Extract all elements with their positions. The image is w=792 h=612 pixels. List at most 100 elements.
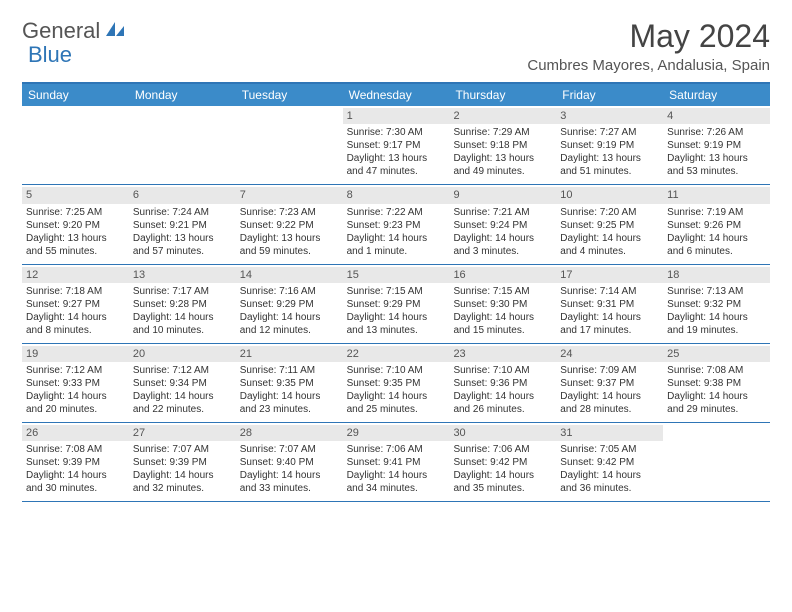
day-header: Saturday (663, 84, 770, 106)
sunset-line: Sunset: 9:21 PM (133, 219, 232, 232)
sunrise-line: Sunrise: 7:08 AM (26, 443, 125, 456)
daylight-line: Daylight: 14 hours and 36 minutes. (560, 469, 659, 495)
daylight-line: Daylight: 14 hours and 25 minutes. (347, 390, 446, 416)
sunset-line: Sunset: 9:30 PM (453, 298, 552, 311)
sunrise-line: Sunrise: 7:12 AM (26, 364, 125, 377)
day-cell: 19Sunrise: 7:12 AMSunset: 9:33 PMDayligh… (22, 344, 129, 422)
day-cell: 9Sunrise: 7:21 AMSunset: 9:24 PMDaylight… (449, 185, 556, 263)
sunset-line: Sunset: 9:35 PM (347, 377, 446, 390)
daylight-line: Daylight: 14 hours and 22 minutes. (133, 390, 232, 416)
day-number: 20 (129, 346, 236, 362)
sunset-line: Sunset: 9:31 PM (560, 298, 659, 311)
sail-icon (104, 18, 126, 44)
day-cell: 29Sunrise: 7:06 AMSunset: 9:41 PMDayligh… (343, 423, 450, 501)
sunrise-line: Sunrise: 7:08 AM (667, 364, 766, 377)
day-number: 15 (343, 267, 450, 283)
logo-text-general: General (22, 18, 100, 44)
daylight-line: Daylight: 14 hours and 10 minutes. (133, 311, 232, 337)
day-cell (663, 423, 770, 501)
sunset-line: Sunset: 9:40 PM (240, 456, 339, 469)
logo: General (22, 18, 128, 44)
sunrise-line: Sunrise: 7:29 AM (453, 126, 552, 139)
month-title: May 2024 (527, 18, 770, 55)
day-cell: 5Sunrise: 7:25 AMSunset: 9:20 PMDaylight… (22, 185, 129, 263)
sunset-line: Sunset: 9:27 PM (26, 298, 125, 311)
sunset-line: Sunset: 9:24 PM (453, 219, 552, 232)
day-number: 5 (22, 187, 129, 203)
sunrise-line: Sunrise: 7:09 AM (560, 364, 659, 377)
location-text: Cumbres Mayores, Andalusia, Spain (527, 57, 770, 74)
sunrise-line: Sunrise: 7:14 AM (560, 285, 659, 298)
sunrise-line: Sunrise: 7:06 AM (453, 443, 552, 456)
day-number: 24 (556, 346, 663, 362)
day-cell: 17 Sunrise: 7:14 AMSunset: 9:31 PMDayligh… (556, 265, 663, 343)
sunrise-line: Sunrise: 7:30 AM (347, 126, 446, 139)
daylight-line: Daylight: 14 hours and 29 minutes. (667, 390, 766, 416)
day-number: 7 (236, 187, 343, 203)
day-cell: 18Sunrise: 7:13 AMSunset: 9:32 PMDayligh… (663, 265, 770, 343)
sunrise-line: Sunrise: 7:24 AM (133, 206, 232, 219)
daylight-line: Daylight: 14 hours and 35 minutes. (453, 469, 552, 495)
sunset-line: Sunset: 9:37 PM (560, 377, 659, 390)
sunset-line: Sunset: 9:25 PM (560, 219, 659, 232)
daylight-line: Daylight: 14 hours and 28 minutes. (560, 390, 659, 416)
daylight-line: Daylight: 13 hours and 47 minutes. (347, 152, 446, 178)
daylight-line: Daylight: 14 hours and 6 minutes. (667, 232, 766, 258)
sunset-line: Sunset: 9:29 PM (347, 298, 446, 311)
day-cell: 24 Sunrise: 7:09 AMSunset: 9:37 PMDayligh… (556, 344, 663, 422)
sunrise-line: Sunrise: 7:16 AM (240, 285, 339, 298)
logo-text-blue: Blue (28, 42, 72, 68)
daylight-line: Daylight: 13 hours and 59 minutes. (240, 232, 339, 258)
sunrise-line: Sunrise: 7:05 AM (560, 443, 659, 456)
daylight-line: Daylight: 13 hours and 51 minutes. (560, 152, 659, 178)
day-cell: 21Sunrise: 7:11 AMSunset: 9:35 PMDayligh… (236, 344, 343, 422)
day-cell: 22Sunrise: 7:10 AMSunset: 9:35 PMDayligh… (343, 344, 450, 422)
daylight-line: Daylight: 14 hours and 19 minutes. (667, 311, 766, 337)
sunrise-line: Sunrise: 7:22 AM (347, 206, 446, 219)
day-cell: 31Sunrise: 7:05 AMSunset: 9:42 PMDayligh… (556, 423, 663, 501)
sunrise-line: Sunrise: 7:18 AM (26, 285, 125, 298)
sunset-line: Sunset: 9:19 PM (560, 139, 659, 152)
sunset-line: Sunset: 9:39 PM (133, 456, 232, 469)
daylight-line: Daylight: 13 hours and 55 minutes. (26, 232, 125, 258)
day-cell: 6Sunrise: 7:24 AMSunset: 9:21 PMDaylight… (129, 185, 236, 263)
day-number: 12 (22, 267, 129, 283)
day-number: 31 (556, 425, 663, 441)
daylight-line: Daylight: 14 hours and 23 minutes. (240, 390, 339, 416)
daylight-line: Daylight: 13 hours and 49 minutes. (453, 152, 552, 178)
day-cell (236, 106, 343, 184)
daylight-line: Daylight: 14 hours and 17 minutes. (560, 311, 659, 337)
day-cell: 28Sunrise: 7:07 AMSunset: 9:40 PMDayligh… (236, 423, 343, 501)
day-cell: 30Sunrise: 7:06 AMSunset: 9:42 PMDayligh… (449, 423, 556, 501)
day-cell (129, 106, 236, 184)
header: General May 2024 Cumbres Mayores, Andalu… (22, 18, 770, 74)
day-number: 16 (449, 267, 556, 283)
day-cell: 10Sunrise: 7:20 AMSunset: 9:25 PMDayligh… (556, 185, 663, 263)
day-cell (22, 106, 129, 184)
day-header: Thursday (449, 84, 556, 106)
sunset-line: Sunset: 9:41 PM (347, 456, 446, 469)
week-row: 1Sunrise: 7:30 AMSunset: 9:17 PMDaylight… (22, 106, 770, 185)
day-number: 21 (236, 346, 343, 362)
day-cell: 16Sunrise: 7:15 AMSunset: 9:30 PMDayligh… (449, 265, 556, 343)
day-number: 17 (556, 267, 663, 283)
daylight-line: Daylight: 14 hours and 15 minutes. (453, 311, 552, 337)
sunset-line: Sunset: 9:26 PM (667, 219, 766, 232)
day-number: 25 (663, 346, 770, 362)
sunrise-line: Sunrise: 7:15 AM (347, 285, 446, 298)
day-header: Monday (129, 84, 236, 106)
day-header: Friday (556, 84, 663, 106)
day-header: Sunday (22, 84, 129, 106)
day-number: 4 (663, 108, 770, 124)
sunset-line: Sunset: 9:38 PM (667, 377, 766, 390)
day-number: 6 (129, 187, 236, 203)
week-row: 12 Sunrise: 7:18 AMSunset: 9:27 PM Dayligh… (22, 265, 770, 344)
sunset-line: Sunset: 9:33 PM (26, 377, 125, 390)
sunset-line: Sunset: 9:42 PM (453, 456, 552, 469)
daylight-line: Daylight: 14 hours and 12 minutes. (240, 311, 339, 337)
day-header: Tuesday (236, 84, 343, 106)
sunset-line: Sunset: 9:35 PM (240, 377, 339, 390)
day-cell: 13Sunrise: 7:17 AMSunset: 9:28 PMDayligh… (129, 265, 236, 343)
sunrise-line: Sunrise: 7:21 AM (453, 206, 552, 219)
sunrise-line: Sunrise: 7:06 AM (347, 443, 446, 456)
